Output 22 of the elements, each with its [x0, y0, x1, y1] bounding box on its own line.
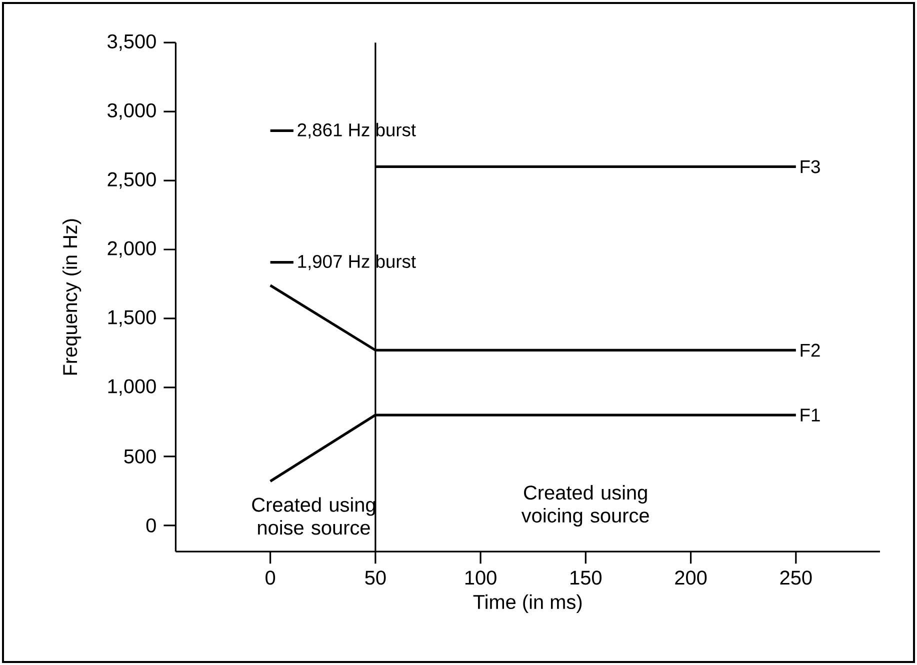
x-axis-title: Time (in ms) — [473, 594, 582, 613]
y-tick-label: 1,500 — [108, 310, 156, 327]
y-tick-label: 0 — [146, 518, 156, 532]
y-tick-label: 500 — [124, 449, 156, 464]
series-label: 1,907 Hz burst — [298, 254, 416, 270]
y-tick-label: 2,000 — [108, 241, 156, 258]
y-tick-label: 2,500 — [108, 172, 156, 189]
series-label: 2,861 Hz burst — [298, 122, 416, 139]
x-tick-label: 250 — [780, 570, 812, 585]
x-tick-label: 0 — [266, 570, 276, 585]
y-axis-title: Frequency (in Hz) — [62, 219, 82, 375]
x-tick-label: 200 — [675, 570, 707, 585]
y-tick-label: 3,000 — [108, 103, 156, 120]
series-label: F3 — [800, 160, 820, 174]
y-tick-label: 3,500 — [108, 34, 156, 51]
annotation: Created using voicing source — [521, 485, 649, 527]
x-tick-label: 150 — [570, 570, 602, 585]
y-tick-label: 1,000 — [108, 379, 156, 396]
x-tick-label: 100 — [465, 570, 496, 585]
series-label: F1 — [800, 408, 820, 422]
x-tick-label: 50 — [365, 570, 386, 585]
series-label: F2 — [800, 344, 820, 357]
